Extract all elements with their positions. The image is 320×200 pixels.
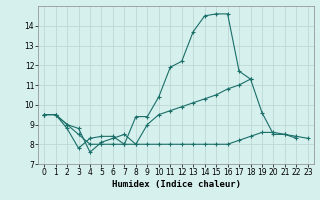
X-axis label: Humidex (Indice chaleur): Humidex (Indice chaleur): [111, 180, 241, 189]
